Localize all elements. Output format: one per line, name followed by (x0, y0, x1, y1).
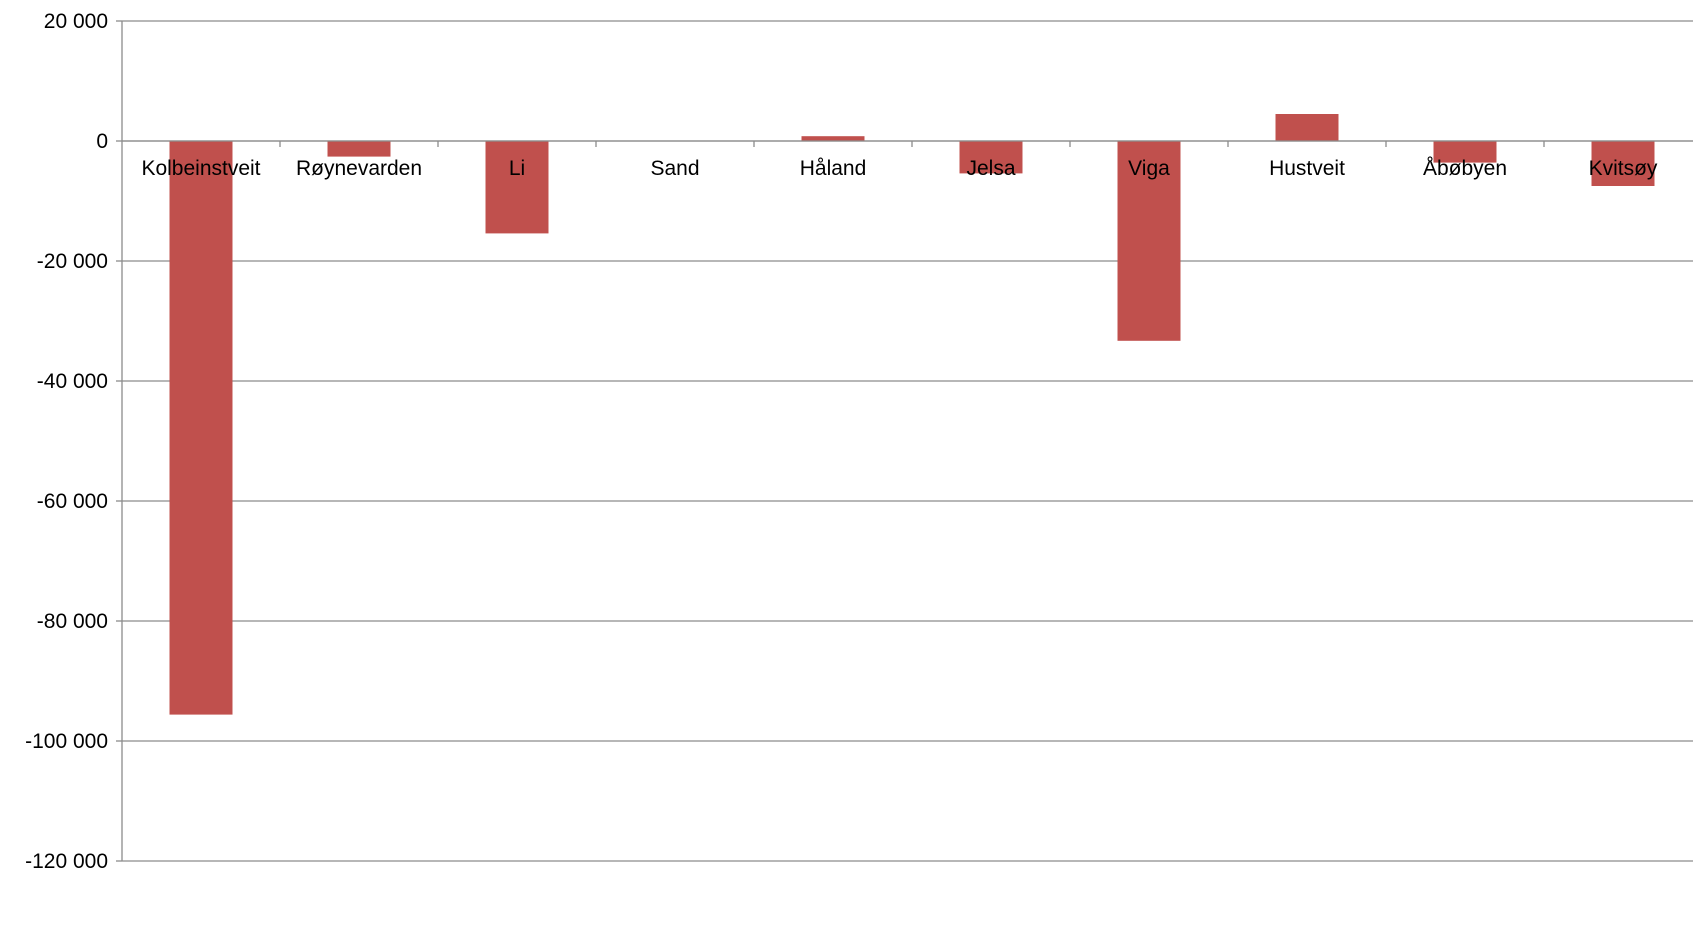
bar (327, 141, 391, 157)
bar (169, 141, 233, 715)
y-tick-label: -120 000 (25, 850, 108, 873)
y-tick-label: -20 000 (37, 250, 108, 273)
y-tick-label: 0 (96, 130, 108, 153)
y-tick-label: -80 000 (37, 610, 108, 633)
category-label: Åbøbyen (1423, 157, 1507, 180)
category-label: Li (509, 157, 525, 180)
category-labels: Kolbeinstveit Røynevarden Li Sand Håland Jels… (141, 157, 1657, 180)
bar (485, 141, 549, 234)
category-label: Kvitsøy (1589, 157, 1658, 180)
y-tick-label: -40 000 (37, 370, 108, 393)
category-label: Hustveit (1269, 157, 1345, 180)
bar (1433, 141, 1497, 163)
bar (1275, 114, 1339, 141)
category-label: Håland (800, 157, 867, 180)
y-tick-label: 20 000 (44, 10, 108, 33)
bar (1117, 141, 1181, 341)
y-tick-label: -60 000 (37, 490, 108, 513)
category-label: Kolbeinstveit (141, 157, 260, 180)
y-tick-labels: 20 000 0 -20 000 -40 000 -60 000 -80 000 -100 … (25, 10, 108, 873)
bar (801, 136, 865, 141)
category-label: Sand (650, 157, 699, 180)
bar (1591, 141, 1655, 186)
category-label: Jelsa (966, 157, 1015, 180)
bars (169, 114, 1655, 715)
category-label: Viga (1128, 157, 1170, 180)
axes (116, 20, 1693, 862)
bar (959, 141, 1023, 174)
category-label: Røynevarden (296, 157, 422, 180)
y-tick-label: -100 000 (25, 730, 108, 753)
